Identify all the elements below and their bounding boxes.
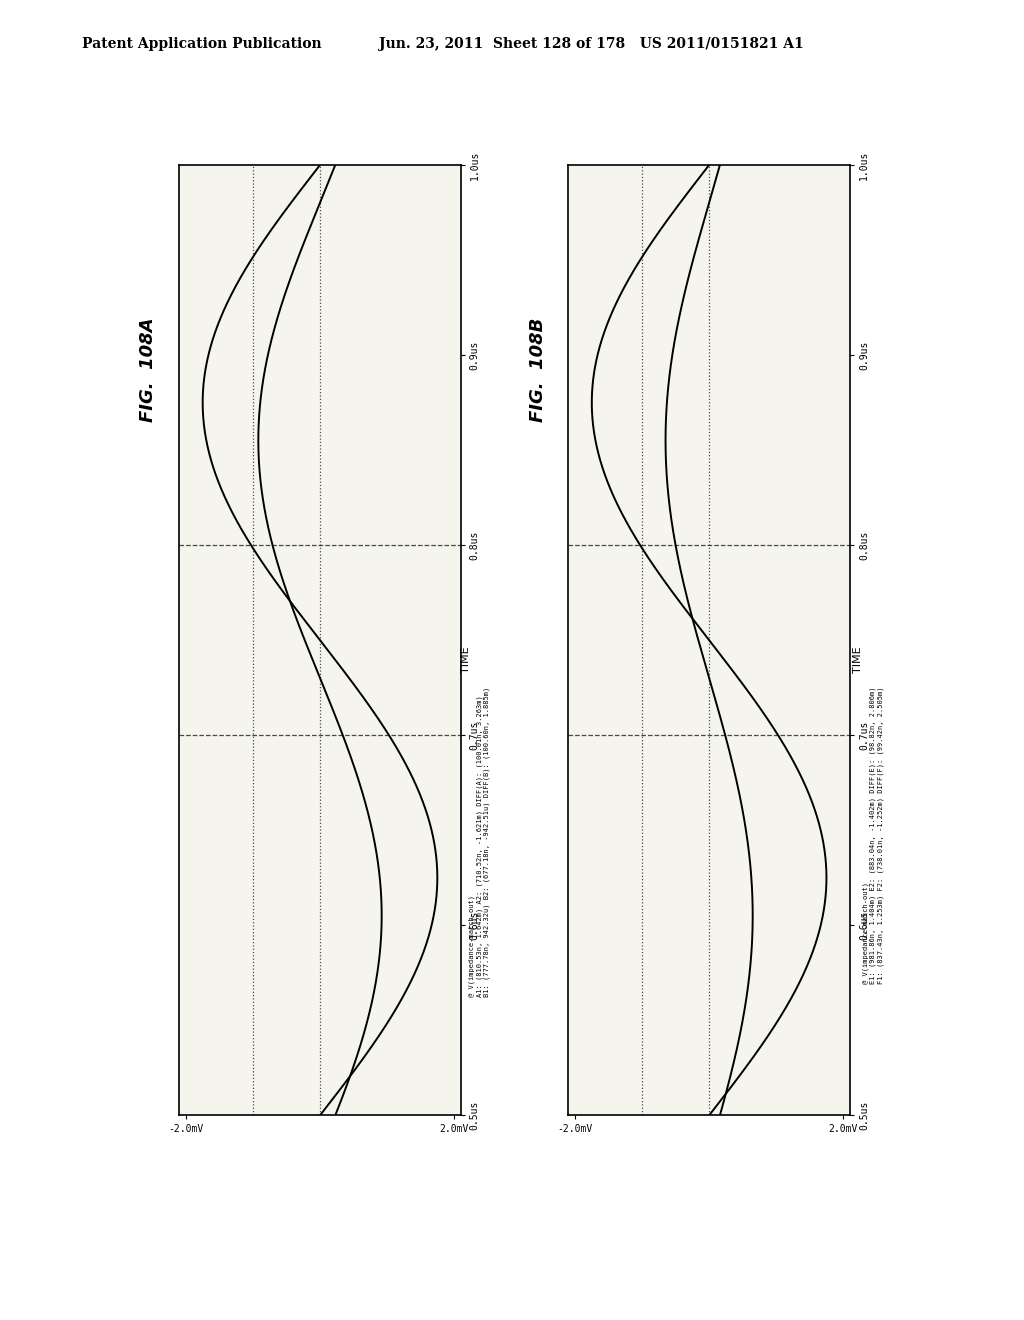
Text: @ V(impedance-match-out)
E1: (981.86n, 1.404m) E2: (883.04n, -1.402m) DIFF(E): (: @ V(impedance-match-out) E1: (981.86n, 1… — [862, 686, 884, 983]
Text: TIME: TIME — [461, 647, 471, 673]
Text: TIME: TIME — [853, 647, 863, 673]
Text: Patent Application Publication: Patent Application Publication — [82, 37, 322, 51]
Text: @ V(impedance-match-out)
A1: (810.53n, 1.642m) A2: (710.52n, -1.621m) DIFF(A): (: @ V(impedance-match-out) A1: (810.53n, 1… — [469, 686, 490, 997]
Text: Jun. 23, 2011  Sheet 128 of 178   US 2011/0151821 A1: Jun. 23, 2011 Sheet 128 of 178 US 2011/0… — [379, 37, 804, 51]
Text: FIG.  108A: FIG. 108A — [139, 317, 158, 422]
Text: FIG.  108B: FIG. 108B — [528, 317, 547, 422]
